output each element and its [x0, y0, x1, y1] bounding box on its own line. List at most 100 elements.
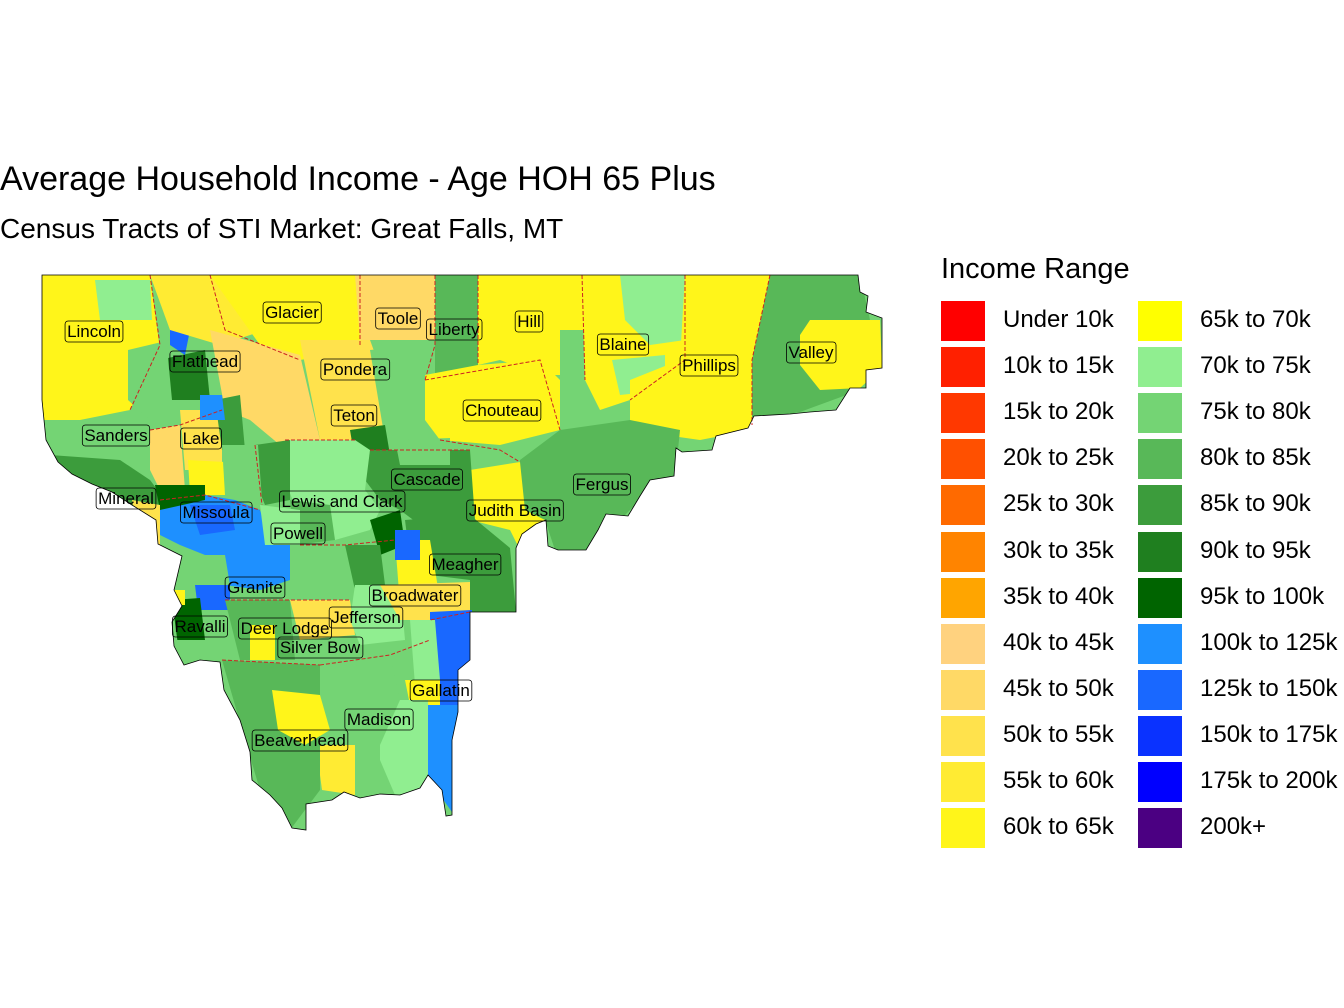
tract	[395, 438, 450, 465]
county-label-box	[262, 301, 322, 324]
county-label-text: Mineral	[98, 489, 154, 508]
county-label-box	[391, 468, 463, 491]
county-label-text: Missoula	[182, 503, 250, 522]
legend-label: 55k to 60k	[1003, 767, 1114, 794]
legend-label: 90k to 95k	[1200, 536, 1311, 564]
tract	[478, 275, 585, 375]
county-label-box	[95, 487, 157, 510]
county-label-text: Lincoln	[67, 322, 121, 341]
county-label-text: Liberty	[428, 320, 480, 339]
county-label: Silver Bow	[277, 636, 364, 659]
county-label: Valley	[786, 341, 837, 364]
legend-swatch	[941, 577, 985, 618]
county-label-text: Flathead	[172, 352, 238, 371]
tract	[370, 345, 425, 440]
county-label-text: Teton	[333, 406, 375, 425]
county-label-box	[251, 729, 349, 752]
county-label: Flathead	[169, 350, 241, 373]
county-label-box	[514, 310, 544, 333]
map-subtitle: Census Tracts of STI Market: Great Falls…	[0, 213, 564, 244]
county-label-text: Ravalli	[174, 617, 225, 636]
legend-label: 25k to 30k	[1003, 490, 1114, 518]
legend-swatch	[941, 301, 985, 341]
tract	[95, 280, 152, 320]
county-label: Phillips	[679, 354, 739, 377]
tract	[800, 320, 882, 390]
map-title: Average Household Income - Age HOH 65 Pl…	[0, 160, 716, 198]
county-label-text: Gallatin	[412, 681, 470, 700]
county-labels: Lincoln Glacier Toole Liberty Hill Blaine Phil…	[64, 301, 837, 752]
county-label-text: Blaine	[599, 335, 646, 354]
tract	[255, 440, 290, 505]
county-label-text: Phillips	[682, 356, 736, 375]
tract	[435, 275, 478, 375]
legend-label: 175k to 200k	[1200, 767, 1338, 794]
legend-swatch	[941, 715, 985, 756]
legend-swatch	[1138, 808, 1182, 849]
county-label-text: Sanders	[84, 426, 147, 445]
county-label-box	[344, 708, 414, 731]
tract-polygons	[42, 275, 882, 830]
tract	[180, 410, 222, 470]
legend-label: 20k to 25k	[1003, 444, 1114, 472]
county-label: Mineral	[95, 487, 157, 510]
tract	[405, 515, 516, 612]
legend-swatch	[941, 531, 985, 572]
tract	[150, 425, 185, 500]
legend-swatch	[941, 347, 985, 388]
legend-title: Income Range	[941, 253, 1130, 285]
county-label-text: Meagher	[431, 555, 498, 574]
legend-label: 40k to 45k	[1003, 628, 1114, 656]
tract	[520, 420, 680, 550]
tract	[405, 680, 440, 705]
county-label-box	[320, 358, 391, 381]
county-label-text: Valley	[788, 343, 834, 362]
legend-label: 30k to 35k	[1003, 536, 1114, 564]
tract	[195, 585, 230, 610]
legend-swatch	[1138, 715, 1182, 756]
county-label-text: Glacier	[265, 303, 319, 322]
tract	[180, 555, 230, 590]
county-label-text: Beaverhead	[254, 731, 346, 750]
legend-label: Under 10k	[1003, 306, 1114, 333]
legend-label: 45k to 50k	[1003, 674, 1114, 702]
county-label: Gallatin	[409, 679, 473, 702]
county-label-box	[172, 615, 228, 638]
county-label-box	[169, 350, 241, 373]
tract	[380, 700, 428, 795]
county-label-box	[429, 553, 502, 576]
legend-swatch	[1138, 393, 1182, 434]
tract	[410, 620, 440, 685]
county-label: Teton	[330, 404, 378, 427]
county-label-box	[786, 341, 837, 364]
county-label: Meagher	[429, 553, 502, 576]
legend-swatch	[1138, 531, 1182, 572]
county-label-box	[279, 490, 406, 513]
tract	[250, 625, 275, 660]
tract	[300, 340, 390, 440]
county-label-box	[238, 617, 332, 640]
legend-swatch	[941, 762, 985, 802]
legend-swatch	[1138, 623, 1182, 664]
legend-label: 70k to 75k	[1200, 352, 1311, 380]
legend-swatch	[1138, 347, 1182, 388]
county-label-box	[270, 522, 326, 545]
county-label: Beaverhead	[251, 729, 349, 752]
tract	[320, 655, 400, 745]
county-label: Broadwater	[369, 584, 462, 607]
county-label-text: Toole	[378, 309, 419, 328]
county-label-text: Chouteau	[465, 401, 539, 420]
legend-label: 65k to 70k	[1200, 306, 1311, 333]
tract	[620, 275, 685, 345]
legend-label: 95k to 100k	[1200, 582, 1325, 610]
legend-label: 50k to 55k	[1003, 720, 1114, 748]
county-label: Glacier	[262, 301, 322, 324]
legend-label: 150k to 175k	[1200, 720, 1338, 748]
legend-swatch	[941, 439, 985, 480]
county-label: Lewis and Clark	[279, 490, 406, 513]
county-label-text: Fergus	[576, 475, 629, 494]
legend-label: 85k to 90k	[1200, 490, 1311, 518]
county-label: Deer Lodge	[238, 617, 332, 640]
county-label-text: Madison	[347, 710, 411, 729]
